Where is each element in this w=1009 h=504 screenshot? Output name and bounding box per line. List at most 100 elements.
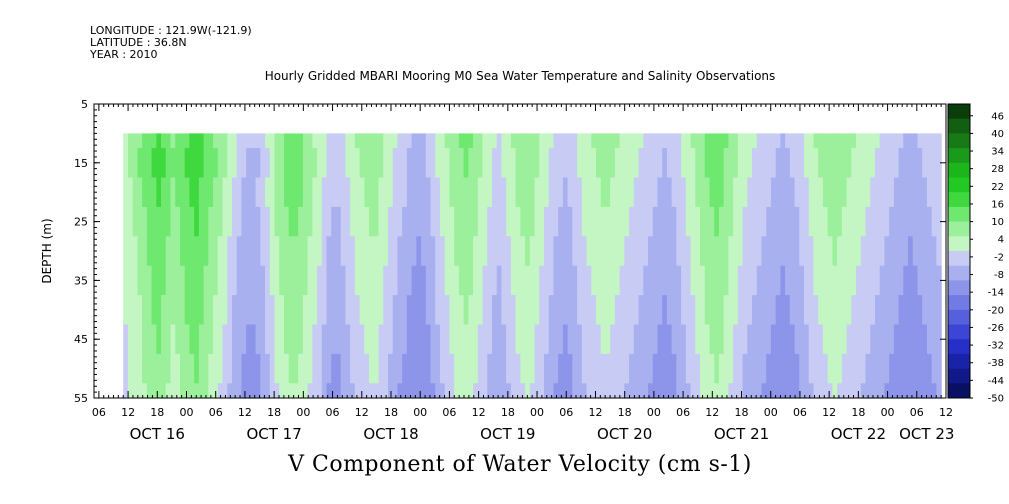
heatmap-cell [789, 383, 796, 399]
heatmap-cell [657, 236, 663, 267]
heatmap-cell [217, 324, 224, 355]
heatmap-cell [548, 148, 555, 179]
heatmap-cell [662, 265, 668, 296]
heatmap-cell [860, 206, 867, 237]
heatmap-cell [364, 177, 370, 208]
heatmap-cell [302, 383, 309, 399]
heatmap-cell [624, 133, 630, 149]
heatmap-cell [298, 324, 304, 355]
heatmap-cell [827, 236, 833, 267]
heatmap-cell [747, 148, 753, 179]
x-day-label: OCT 23 [899, 425, 954, 443]
heatmap-cell [170, 236, 176, 267]
heatmap-cell [184, 177, 190, 208]
heatmap-cell [558, 295, 564, 326]
heatmap-cell [874, 353, 881, 384]
heatmap-cell [610, 177, 616, 208]
heatmap-cell [770, 265, 777, 296]
heatmap-cell [227, 353, 233, 384]
heatmap-cell [704, 383, 711, 399]
heatmap-cell [581, 236, 588, 267]
heatmap-cell [752, 353, 758, 384]
heatmap-cell [652, 383, 659, 399]
heatmap-cell [591, 353, 597, 384]
heatmap-cell [430, 177, 436, 208]
heatmap-cell [770, 295, 777, 326]
heatmap-cell [709, 206, 715, 237]
heatmap-cell [406, 236, 413, 267]
heatmap-cell [203, 148, 209, 179]
heatmap-cell [685, 206, 692, 237]
heatmap-cell [194, 177, 200, 208]
heatmap-cell [794, 324, 800, 355]
heatmap-cell [142, 324, 148, 355]
heatmap-cell [752, 133, 758, 149]
y-tick-label: 35 [74, 274, 88, 287]
heatmap-cell [624, 148, 630, 179]
heatmap-cell [718, 353, 725, 384]
heatmap-cell [274, 353, 280, 384]
heatmap-cell [175, 265, 181, 296]
heatmap-cell [373, 206, 380, 237]
x-hour-label: 12 [238, 406, 252, 419]
heatmap-cell [416, 324, 422, 355]
heatmap-cell [874, 324, 881, 355]
heatmap-cell [165, 206, 172, 237]
heatmap-cell [222, 265, 228, 296]
heatmap-cell [506, 148, 512, 179]
heatmap-cell [709, 177, 715, 208]
heatmap-cell [350, 177, 356, 208]
heatmap-cell [250, 206, 257, 237]
heatmap-cell [425, 148, 432, 179]
heatmap-cell [553, 177, 559, 208]
heatmap-cell [718, 236, 725, 267]
heatmap-cell [227, 324, 233, 355]
heatmap-cell [936, 236, 942, 267]
heatmap-cell [737, 236, 744, 267]
heatmap-cell [175, 236, 181, 267]
heatmap-cell [737, 383, 744, 399]
heatmap-cell [170, 177, 176, 208]
heatmap-cell [425, 206, 432, 237]
colorbar-swatch [948, 309, 970, 325]
heatmap-cell [695, 353, 701, 384]
heatmap-cell [581, 206, 588, 237]
heatmap-cell [775, 295, 781, 326]
heatmap-cell [912, 177, 919, 208]
heatmap-cell [156, 206, 162, 237]
heatmap-cell [241, 265, 247, 296]
x-day-label: OCT 17 [246, 425, 301, 443]
heatmap-cell [302, 148, 309, 179]
heatmap-cell [454, 265, 460, 296]
heatmap-cell [856, 206, 862, 237]
heatmap-cell [454, 383, 460, 399]
heatmap-cell [633, 206, 640, 237]
heatmap-cell [610, 295, 616, 326]
heatmap-cell [666, 353, 673, 384]
heatmap-cell [203, 353, 209, 384]
heatmap-cell [676, 133, 682, 149]
heatmap-cell [917, 324, 923, 355]
heatmap-cell [662, 177, 668, 208]
heatmap-cell [430, 133, 436, 149]
heatmap-cell [714, 383, 720, 399]
heatmap-cell [879, 236, 885, 267]
heatmap-cell [132, 295, 138, 326]
heatmap-cell [359, 265, 365, 296]
heatmap-cell [510, 148, 517, 179]
heatmap-cell [818, 265, 824, 296]
heatmap-cell [491, 148, 498, 179]
heatmap-cell [737, 148, 744, 179]
heatmap-cell [837, 353, 843, 384]
heatmap-cell [369, 295, 375, 326]
heatmap-cell [714, 133, 720, 149]
heatmap-cell [425, 133, 432, 149]
heatmap-cell [317, 265, 323, 296]
heatmap-cell [406, 324, 413, 355]
heatmap-cell [837, 148, 843, 179]
heatmap-cell [931, 177, 938, 208]
heatmap-cell [510, 383, 517, 399]
heatmap-cell [827, 133, 833, 149]
heatmap-cell [340, 133, 347, 149]
heatmap-cell [132, 324, 138, 355]
